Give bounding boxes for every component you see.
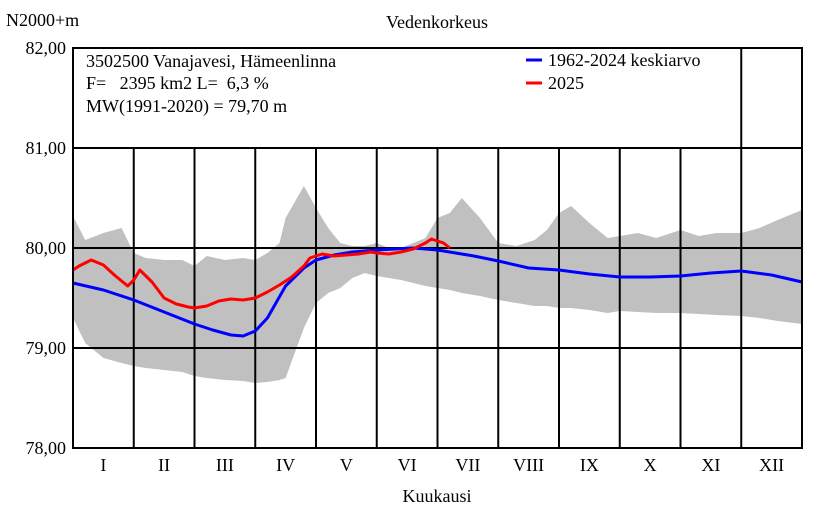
x-tick-label: VIII bbox=[513, 455, 544, 475]
grid-layer bbox=[73, 48, 802, 448]
x-tick-labels: I II III IV V VI VII VIII IX X XI XII bbox=[100, 455, 784, 475]
series-line-average bbox=[72, 246, 803, 338]
x-tick-label: VII bbox=[455, 455, 480, 475]
x-tick-label: III bbox=[216, 455, 234, 475]
y-tick-label: 82,00 bbox=[26, 38, 67, 58]
info-line-mw: MW(1991-2020) = 79,70 m bbox=[86, 96, 287, 117]
x-tick-label: II bbox=[158, 455, 170, 475]
x-tick-label: X bbox=[644, 455, 657, 475]
x-tick-label: XI bbox=[701, 455, 720, 475]
x-tick-label: I bbox=[100, 455, 106, 475]
info-line-station: 3502500 Vanajavesi, Hämeenlinna bbox=[86, 51, 336, 71]
x-tick-label: V bbox=[340, 455, 353, 475]
plot-frame bbox=[72, 47, 803, 449]
x-tick-label: XII bbox=[759, 455, 784, 475]
x-tick-label: IV bbox=[276, 455, 295, 475]
x-tick-label: VI bbox=[398, 455, 417, 475]
y-axis-label: N2000+m bbox=[6, 10, 79, 30]
series-line-2025 bbox=[72, 237, 451, 310]
y-tick-label: 79,00 bbox=[26, 338, 67, 358]
x-axis-label: Kuukausi bbox=[403, 486, 472, 506]
y-tick-label: 81,00 bbox=[26, 138, 67, 158]
legend-label-2025: 2025 bbox=[548, 73, 584, 93]
series-layer bbox=[72, 237, 803, 338]
chart-title: Vedenkorkeus bbox=[386, 12, 488, 32]
info-line-area: F= 2395 km2 L= 6,3 % bbox=[86, 73, 269, 93]
y-tick-labels: 78,00 79,00 80,00 81,00 82,00 bbox=[26, 38, 67, 458]
x-tick-label: IX bbox=[580, 455, 599, 475]
y-tick-label: 78,00 bbox=[26, 438, 67, 458]
y-tick-label: 80,00 bbox=[26, 238, 67, 258]
legend-label-average: 1962-2024 keskiarvo bbox=[548, 50, 700, 70]
